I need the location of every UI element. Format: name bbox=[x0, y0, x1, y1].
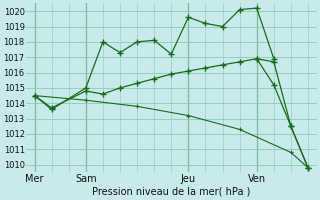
X-axis label: Pression niveau de la mer( hPa ): Pression niveau de la mer( hPa ) bbox=[92, 187, 251, 197]
